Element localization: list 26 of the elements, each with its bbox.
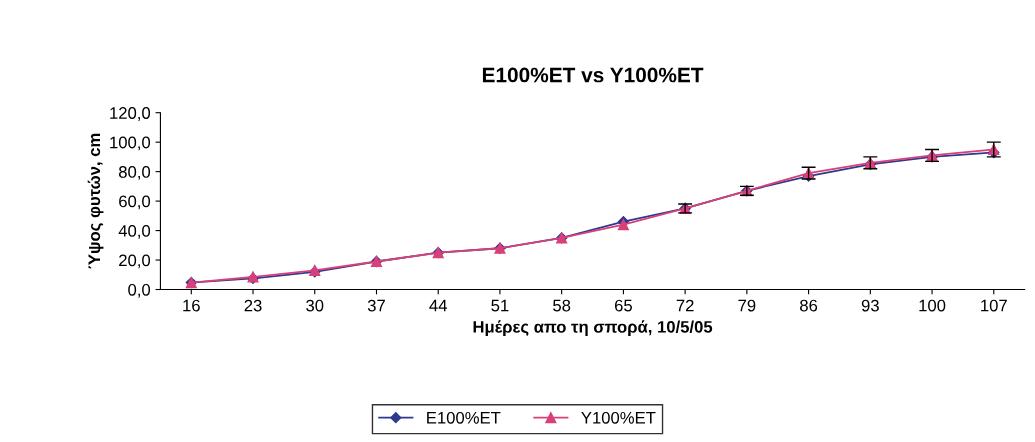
chart-title: E100%ET vs Y100%ET bbox=[482, 67, 704, 83]
y-tick-label: 40,0 bbox=[118, 224, 151, 239]
y-tick-label: 120,0 bbox=[110, 107, 151, 121]
legend-label: E100%ET bbox=[427, 411, 501, 424]
x-tick-label: 37 bbox=[367, 299, 385, 312]
x-tick-label: 30 bbox=[306, 299, 324, 312]
x-tick-label: 58 bbox=[553, 299, 571, 312]
x-tick-label: 44 bbox=[429, 299, 447, 312]
x-tick-label: 23 bbox=[244, 299, 262, 312]
y-tick-label: 100,0 bbox=[110, 136, 151, 151]
x-tick-label: 16 bbox=[183, 299, 200, 312]
x-tick-label: 86 bbox=[800, 299, 818, 312]
y-tick-label: 20,0 bbox=[119, 254, 151, 269]
y-tick-label: 0,0 bbox=[128, 283, 151, 298]
x-axis-title: Ημέρες απο τη σπορά, 10/5/05 bbox=[473, 320, 713, 337]
x-tick-label: 107 bbox=[981, 299, 1007, 312]
x-tick-label: 72 bbox=[676, 299, 694, 312]
legend-label: Y100%ET bbox=[581, 411, 656, 424]
y-tick-label: 60,0 bbox=[119, 195, 151, 210]
x-tick-label: 93 bbox=[861, 299, 879, 312]
y-tick-label: 80,0 bbox=[118, 166, 151, 180]
x-tick-label: 65 bbox=[614, 299, 632, 312]
x-tick-label: 51 bbox=[491, 299, 509, 312]
x-tick-label: 79 bbox=[738, 299, 756, 312]
x-tick-label: 100 bbox=[919, 299, 946, 312]
y-axis-title: Ύψος φυτών, cm bbox=[87, 133, 104, 269]
